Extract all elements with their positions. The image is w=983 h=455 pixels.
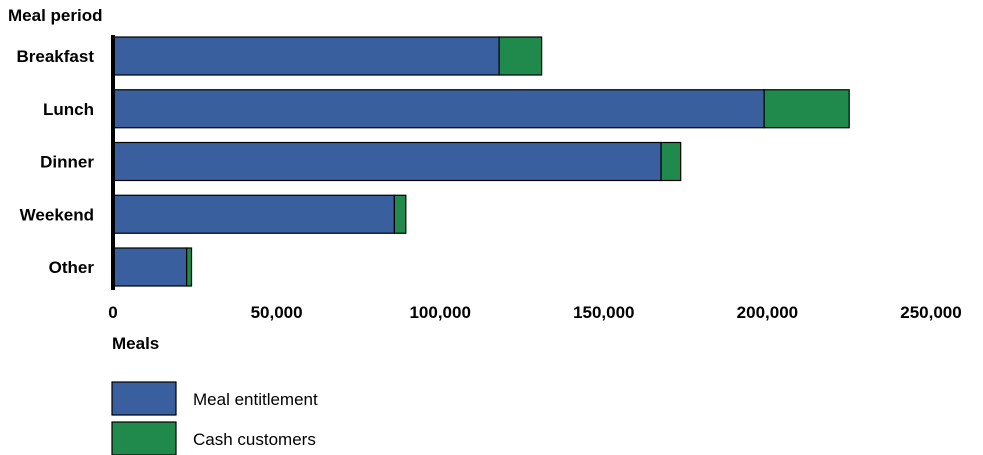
category-label: Other [49, 258, 95, 277]
category-label: Dinner [40, 153, 94, 172]
x-tick-labels: 0 50,000 100,000 150,000 200,000 250,000 [108, 303, 961, 322]
legend-label: Cash customers [193, 430, 316, 449]
bar-other-cash-customers [186, 247, 193, 287]
bar-breakfast-cash-customers [498, 36, 543, 76]
bar-dinner-meal-entitlement [112, 141, 662, 182]
category-label: Lunch [43, 100, 94, 119]
legend-label: Meal entitlement [193, 390, 318, 409]
y-axis-title: Meal period [8, 6, 102, 25]
bar-lunch-meal-entitlement [112, 89, 765, 129]
x-tick-label: 250,000 [900, 303, 961, 322]
category-labels: Breakfast Lunch Dinner Weekend Other [17, 47, 95, 277]
x-tick-label: 200,000 [737, 303, 798, 322]
bar-weekend-meal-entitlement [112, 194, 395, 234]
x-tick-label: 100,000 [409, 303, 470, 322]
bar-breakfast-meal-entitlement [112, 36, 500, 76]
legend-swatch [111, 421, 177, 455]
legend: Meal entitlement Cash customers [111, 381, 318, 455]
x-tick-label: 150,000 [573, 303, 634, 322]
category-label: Weekend [20, 205, 94, 224]
x-axis-title: Meals [112, 334, 159, 353]
x-tick-label: 50,000 [251, 303, 303, 322]
legend-swatch [111, 381, 177, 416]
bar-lunch-cash-customers [763, 89, 850, 129]
bar-weekend-cash-customers [393, 194, 407, 234]
category-label: Breakfast [17, 47, 95, 66]
bar-dinner-cash-customers [660, 141, 682, 182]
bars-group [112, 36, 850, 287]
x-tick-label: 0 [108, 303, 117, 322]
bar-other-meal-entitlement [112, 247, 188, 287]
